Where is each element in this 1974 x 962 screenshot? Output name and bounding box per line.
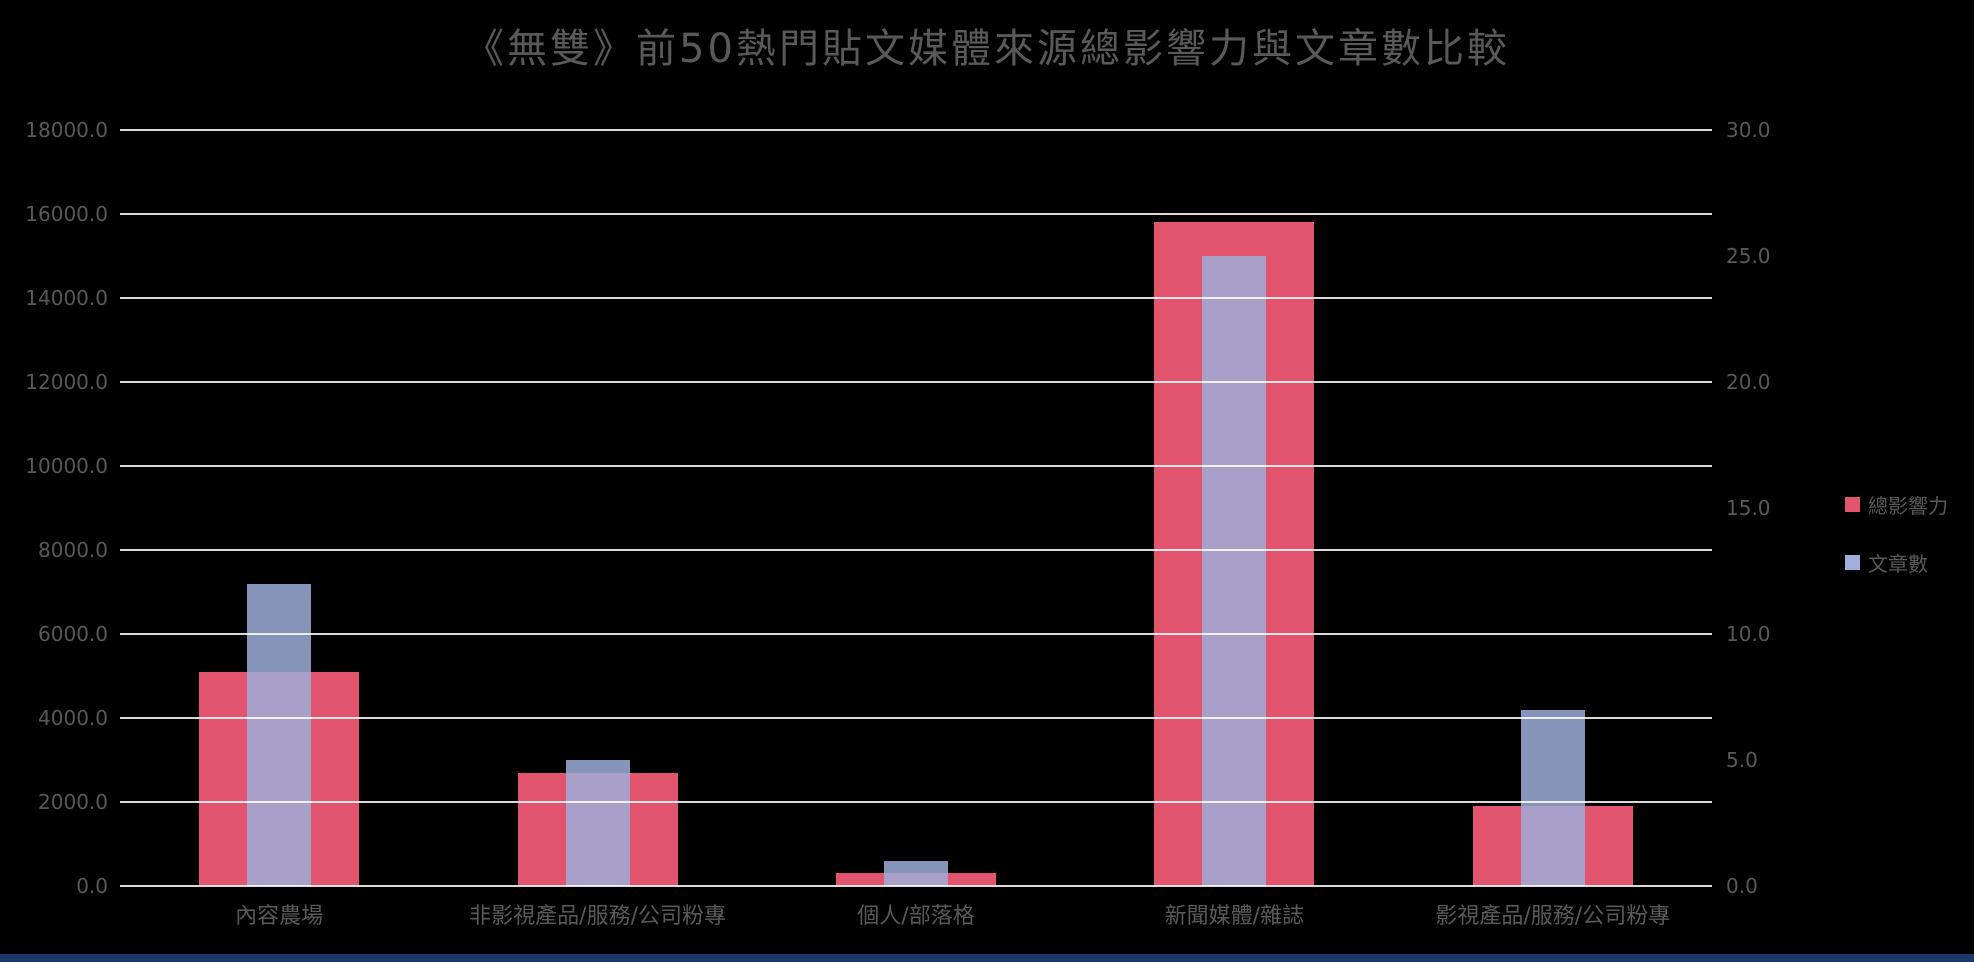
right-axis: 0.0 5.0 10.0 15.0 20.0 25.0 30.0 — [1726, 118, 1856, 898]
gridline — [120, 465, 1712, 467]
chart-title: 《無雙》前50熱門貼文媒體來源總影響力與文章數比較 — [464, 26, 1510, 72]
gridline — [120, 885, 1712, 887]
category-label: 內容農場 — [235, 904, 324, 929]
bar-articles-4 — [1520, 709, 1585, 886]
bar-articles-3 — [1202, 256, 1267, 886]
category-label: 新聞媒體/雜誌 — [1164, 904, 1305, 929]
legend: 總影響力 文章數 — [1845, 492, 1948, 576]
gridline — [120, 381, 1712, 383]
category-label: 非影視產品/服務/公司粉專 — [469, 904, 727, 929]
left-axis: 0.0 2000.0 4000.0 6000.0 8000.0 10000.0 12000.… — [0, 118, 108, 898]
gridline — [120, 297, 1712, 299]
left-axis-tick: 10000.0 — [25, 454, 108, 478]
left-axis-tick: 6000.0 — [38, 622, 108, 646]
category-label: 個人/部落格 — [857, 904, 975, 929]
gridline — [120, 633, 1712, 635]
left-axis-tick: 2000.0 — [38, 790, 108, 814]
right-axis-tick: 15.0 — [1726, 496, 1771, 520]
gridline — [120, 801, 1712, 803]
left-axis-tick: 16000.0 — [25, 202, 108, 226]
category-label: 影視產品/服務/公司粉專 — [1435, 904, 1671, 929]
gridline — [120, 717, 1712, 719]
right-axis-tick: 0.0 — [1726, 874, 1758, 898]
left-axis-tick: 18000.0 — [25, 118, 108, 142]
right-axis-tick: 20.0 — [1726, 370, 1771, 394]
legend-label: 總影響力 — [1868, 493, 1948, 518]
left-axis-tick: 0.0 — [76, 874, 108, 898]
legend-item-influence: 總影響力 — [1845, 492, 1948, 518]
category-axis: 內容農場 非影視產品/服務/公司粉專 個人/部落格 新聞媒體/雜誌 影視產品/服務/公司… — [120, 898, 1712, 938]
left-axis-tick: 12000.0 — [25, 370, 108, 394]
gridline — [120, 213, 1712, 215]
bar-articles-1 — [565, 760, 630, 886]
left-axis-tick: 14000.0 — [25, 286, 108, 310]
plot-area — [120, 129, 1712, 887]
bar-articles-2 — [884, 860, 948, 886]
right-axis-tick: 10.0 — [1726, 622, 1771, 646]
right-axis-tick: 30.0 — [1726, 118, 1771, 142]
legend-swatch-articles — [1845, 554, 1860, 570]
left-axis-tick: 8000.0 — [38, 538, 108, 562]
gridline — [120, 129, 1712, 131]
gridline — [120, 549, 1712, 551]
left-axis-tick: 4000.0 — [38, 706, 108, 730]
right-axis-tick: 25.0 — [1726, 244, 1771, 268]
legend-item-articles: 文章數 — [1845, 550, 1948, 576]
legend-label: 文章數 — [1868, 551, 1928, 576]
legend-swatch-influence — [1845, 496, 1860, 512]
bar-articles-0 — [247, 583, 312, 886]
bottom-strip — [0, 954, 1974, 962]
right-axis-tick: 5.0 — [1726, 748, 1758, 772]
